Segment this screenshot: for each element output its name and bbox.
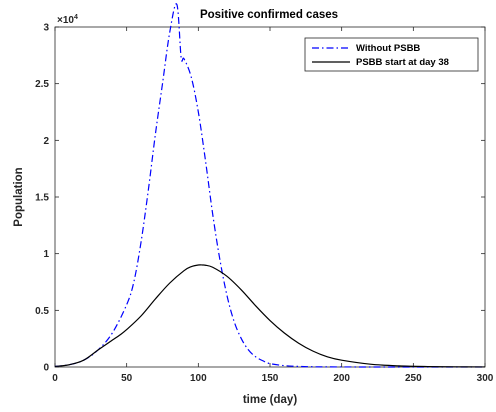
y-axis: 0 0.5 1 1.5 2 2.5 3 — [35, 23, 485, 374]
series-layer — [54, 3, 486, 368]
legend-label-without-psbb: Without PSBB — [356, 43, 420, 54]
legend: Without PSBB PSBB start at day 38 — [304, 37, 479, 72]
y-tick-label: 3 — [43, 23, 49, 34]
legend-label-psbb-day-38: PSBB start at day 38 — [356, 57, 449, 68]
y-tick-label: 0 — [43, 363, 49, 374]
y-tick-label: 1.5 — [35, 193, 49, 204]
legend-box — [304, 37, 479, 72]
y-axis-title: Population — [13, 167, 25, 226]
x-tick-label: 300 — [477, 373, 494, 384]
y-tick-label: 0.5 — [35, 306, 49, 317]
plot-area — [54, 26, 486, 368]
x-tick-label: 100 — [190, 373, 207, 384]
x-tick-label: 50 — [121, 373, 133, 384]
x-tick-label: 0 — [52, 373, 58, 384]
series-line-0 — [54, 3, 486, 368]
x-tick-label: 150 — [262, 373, 279, 384]
y-axis-multiplier: ×104 — [57, 14, 78, 26]
x-tick-label: 250 — [405, 373, 422, 384]
y-tick-label: 1 — [43, 249, 49, 260]
x-axis: 0 50 100 150 200 250 300 — [52, 27, 494, 384]
y-tick-label: 2 — [43, 136, 49, 147]
y-tick-label: 2.5 — [35, 79, 49, 90]
series-line-1 — [54, 264, 486, 368]
x-tick-label: 200 — [333, 373, 350, 384]
x-axis-title: time (day) — [243, 394, 297, 406]
chart-title: Positive confirmed cases — [200, 9, 338, 21]
